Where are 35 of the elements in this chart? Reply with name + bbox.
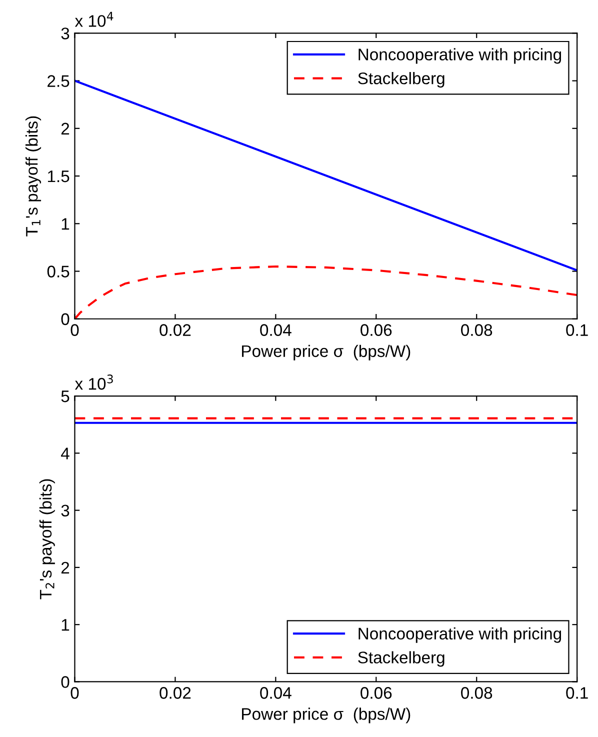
y-tick-label: 4 — [61, 448, 70, 460]
x-tick-label: 0 — [70, 324, 79, 336]
y-tick-label: 2 — [61, 562, 70, 574]
x-axis-title: Power price σ (bps/W) — [242, 708, 410, 724]
text: x 10$^{3}$ — [74, 374, 113, 390]
legend-label: Stackelberg — [358, 72, 444, 88]
y-tick-label: 1 — [62, 619, 70, 631]
x-tick-label: 0.04 — [260, 687, 292, 699]
y-tick-label: 1 — [62, 218, 70, 230]
y-axis-title: T$_{2}$'s payoff (bits) — [39, 479, 55, 600]
x-axis-title: Power price σ (bps/W) — [242, 344, 410, 360]
legend-label: Noncooperative with pricing — [358, 627, 562, 643]
x-tick-label: 0.08 — [461, 687, 492, 699]
x-tick-label: 0.1 — [566, 687, 588, 699]
x-tick-label: 0.02 — [160, 687, 191, 699]
y-tick-label: 0.5 — [47, 266, 70, 278]
x-tick-label: 0.06 — [360, 687, 392, 699]
y-tick-label: 1.5 — [48, 170, 70, 182]
y-tick-label: 5 — [61, 390, 70, 402]
x-tick-label: 0.04 — [260, 324, 292, 336]
text: x 10$^{4}$ — [74, 12, 114, 27]
y-tick-label: 3 — [61, 28, 70, 40]
y-tick-label: 3 — [61, 504, 70, 517]
y-tick-label: 2 — [61, 122, 70, 134]
y-tick-label: 0 — [61, 313, 70, 326]
legend-label: Stackelberg — [358, 651, 444, 667]
legend-label: Noncooperative with pricing — [358, 48, 562, 64]
x-tick-label: 0.08 — [461, 324, 492, 336]
x-tick-label: 0.06 — [360, 324, 392, 336]
x-tick-label: 0 — [70, 687, 79, 699]
y-tick-label: 0 — [61, 676, 70, 688]
y-tick-label: 2.5 — [48, 75, 70, 87]
x-tick-label: 0.1 — [566, 324, 588, 336]
x-tick-label: 0.02 — [160, 324, 191, 336]
y-axis-title: T$_{1}$'s payoff (bits) — [26, 116, 42, 236]
